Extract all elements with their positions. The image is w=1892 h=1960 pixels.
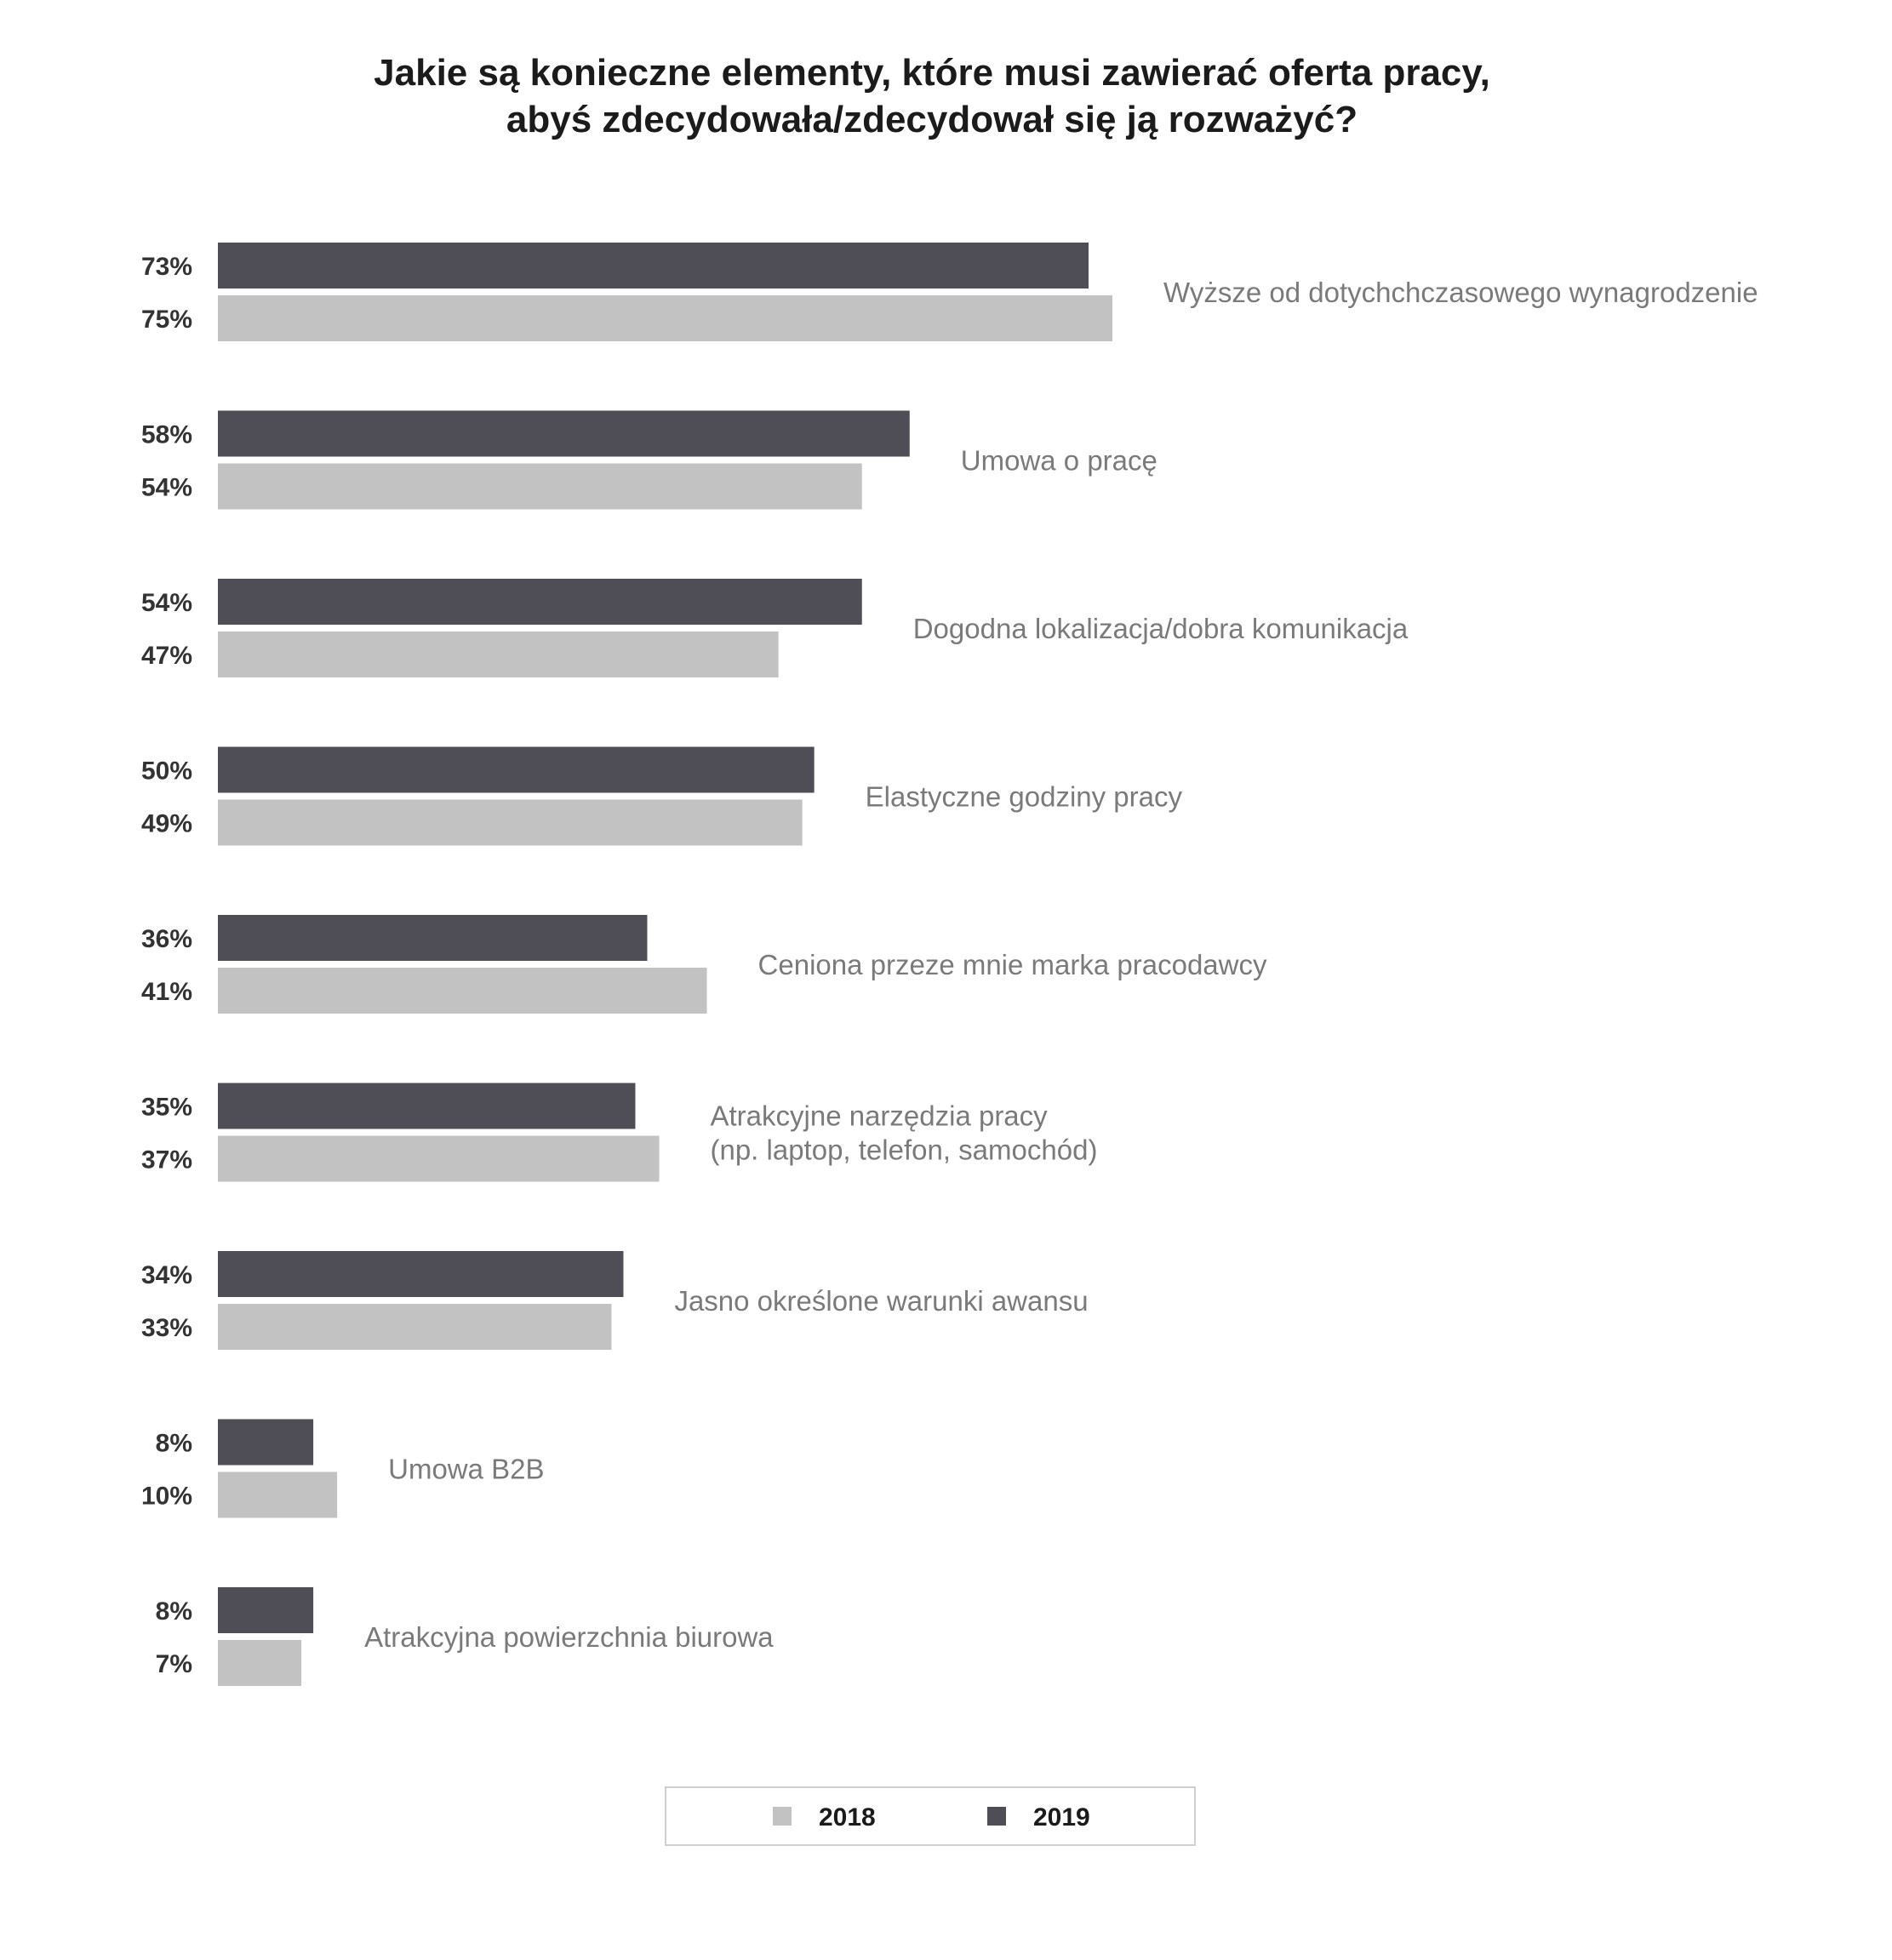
bar-2018-6: [218, 1304, 612, 1350]
bar-2018-3: [218, 799, 803, 846]
bar-2019-0: [218, 243, 1089, 289]
bar-2018-1: [218, 463, 862, 510]
chart-title-line-1: Jakie są konieczne elementy, które musi …: [374, 52, 1490, 94]
value-label-2019-2: 54%: [141, 589, 192, 617]
value-label-2018-1: 54%: [141, 474, 192, 502]
legend-frame: [665, 1786, 1196, 1846]
value-label-2019-7: 8%: [156, 1430, 192, 1458]
value-label-2019-1: 58%: [141, 421, 192, 449]
bar-2019-3: [218, 746, 815, 793]
bar-2018-8: [218, 1640, 302, 1686]
legend-label-2018: 2018: [819, 1803, 876, 1831]
bars-group: 73% 75% Wyższe od dotychchczasowego wynagr…: [141, 243, 1758, 1686]
legend-swatch-2019: [987, 1807, 1006, 1826]
category-label-2: Dogodna lokalizacja/dobra komunikacja: [913, 613, 1409, 644]
category-label-7: Umowa B2B: [388, 1454, 544, 1485]
category-label-4: Ceniona przeze mnie marka pracodawcy: [758, 949, 1267, 980]
bar-2019-1: [218, 410, 910, 457]
legend-label-2019: 2019: [1033, 1803, 1090, 1831]
value-label-2019-4: 36%: [141, 925, 192, 953]
bar-2018-4: [218, 968, 707, 1014]
bar-2018-5: [218, 1135, 660, 1182]
value-label-2018-3: 49%: [141, 810, 192, 838]
value-label-2018-8: 7%: [156, 1650, 192, 1678]
bar-2018-7: [218, 1471, 338, 1518]
value-label-2018-5: 37%: [141, 1146, 192, 1174]
category-label-1: Umowa o pracę: [961, 445, 1157, 477]
bar-2019-4: [218, 915, 648, 961]
value-label-2019-6: 34%: [141, 1261, 192, 1289]
value-label-2019-0: 73%: [141, 253, 192, 281]
legend-swatch-2018: [773, 1807, 792, 1826]
value-label-2018-2: 47%: [141, 642, 192, 670]
bar-2019-2: [218, 579, 862, 625]
value-label-2019-5: 35%: [141, 1094, 192, 1122]
bar-2019-5: [218, 1083, 636, 1129]
category-label-5: Atrakcyjne narzędzia pracy (np. laptop, t…: [710, 1100, 1097, 1166]
category-label-3: Elastyczne godziny pracy: [866, 781, 1183, 813]
legend: 2018 2019: [665, 1786, 1196, 1846]
value-label-2018-6: 33%: [141, 1314, 192, 1342]
bar-2018-0: [218, 295, 1112, 341]
category-label-6: Jasno określone warunki awansu: [674, 1285, 1088, 1317]
bar-2019-7: [218, 1419, 314, 1466]
chart-title-line-2: abyś zdecydowała/zdecydował się ją rozwa…: [506, 99, 1358, 140]
value-label-2018-0: 75%: [141, 306, 192, 334]
value-label-2019-3: 50%: [141, 757, 192, 786]
value-label-2018-4: 41%: [141, 978, 192, 1006]
value-label-2019-8: 8%: [156, 1597, 192, 1626]
bar-2019-6: [218, 1251, 624, 1297]
bar-2019-8: [218, 1587, 314, 1633]
category-label-8: Atrakcyjna powierzchnia biurowa: [364, 1621, 774, 1653]
category-label-0: Wyższe od dotychchczasowego wynagrodzeni…: [1163, 277, 1758, 308]
bar-2018-2: [218, 631, 779, 677]
value-label-2018-7: 10%: [141, 1483, 192, 1511]
